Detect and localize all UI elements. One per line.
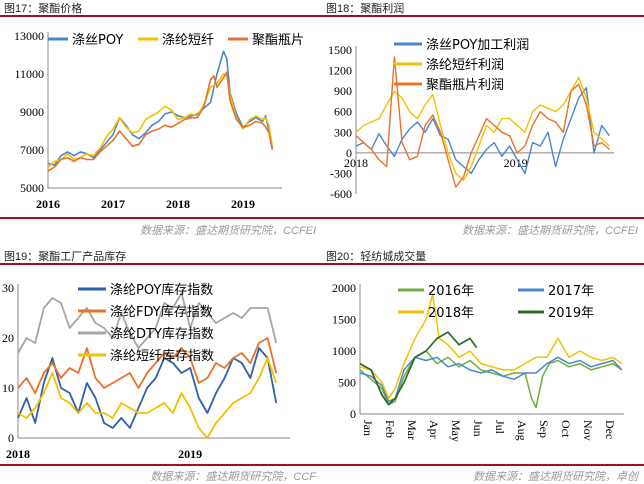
panel-title: 图17：聚酯价格 [4,3,83,15]
legend-label: 聚酯瓶片利润 [426,78,504,93]
legend-label: 2016年 [428,284,474,299]
y-tick-label: 900 [334,84,352,98]
series-line [47,71,274,172]
legend: 涤丝POY 涤纶短纤 聚酯瓶片 [48,33,304,48]
y-tick-label: 500 [338,376,356,390]
legend-label: 涤丝POY [72,33,123,48]
y-tick-label: 0 [8,431,14,445]
legend-label: 聚酯瓶片 [252,33,304,48]
legend-label: 涤纶POY库存指数 [110,282,213,298]
x-tick-label: May [449,420,463,442]
legend-label: 涤丝POY加工利润 [426,38,529,53]
y-tick-label: 300 [334,125,352,139]
source-rule [0,217,322,219]
chart-factory-inventory: 30 20 10 0 2018 2019 涤纶POY库存指数涤纶FDY库存指数涤纶DTY库存… [2,281,290,461]
panel-polyester-price: 图17：聚酯价格 13000 11000 9000 7000 5000 2016 2017 2… [0,0,322,241]
x-tick-label: 2018 [6,447,30,461]
x-tick-label: Sep [537,420,551,438]
data-source: 数据来源：盛达期货研究院，CCFEI [140,225,316,237]
title-rule [0,15,322,17]
legend-label: 涤纶短纤利润 [426,58,504,73]
legend-label: 2019年 [548,306,594,321]
legend: 2016年 2017年 2018年 2019年 [398,284,594,321]
y-tick-label: 1500 [332,313,356,327]
panel-title: 图19：聚酯工厂产品库存 [4,251,127,263]
panel-textile-city-volume: 图20：轻纺城成交量 2000 1500 1000 500 0 Jan Feb Mar Apr M… [322,248,644,483]
x-tick-label: Oct [559,420,573,438]
series-line [17,292,278,354]
x-tick-label: Jul [493,420,507,435]
series-line [359,293,623,400]
title-rule [0,263,322,265]
legend-label: 2018年 [428,306,474,321]
series-line [47,73,274,168]
y-tick-label: 1000 [332,344,356,358]
series-line [47,50,274,166]
y-tick-label: 11000 [14,67,44,81]
panel-factory-inventory: 图19：聚酯工厂产品库存 30 20 10 0 2018 2019 涤纶POY库存指数 涤纶F… [0,248,322,483]
x-tick-label: Jan [361,420,375,436]
x-tick-label: 2018 [166,197,190,211]
y-tick-label: 1500 [328,43,352,57]
x-tick-label: Mar [405,420,419,440]
source-rule [322,217,644,219]
title-rule [322,263,644,265]
y-tick-label: 9000 [20,105,44,119]
series-line [355,56,610,188]
source-rule [0,464,322,466]
y-tick-label: -300 [330,166,352,180]
y-tick-label: 10 [2,381,14,395]
y-tick-label: 7000 [20,143,44,157]
x-tick-label: Apr [427,420,441,439]
y-tick-label: 0 [350,407,356,421]
y-tick-label: -600 [330,187,352,201]
legend-label: 涤纶短纤 [162,33,214,48]
source-rule [322,464,644,466]
y-tick-label: 2000 [332,281,356,295]
x-tick-label: 2016 [36,197,60,211]
series-line [17,337,278,394]
y-tick-label: 0 [346,146,352,160]
x-tick-label: Dec [603,420,617,439]
data-source: 数据来源：盛达期货研究院，卓创 [473,471,638,483]
panel-polyester-profit: 图18：聚酯利润 1500 1200 900 600 300 0 -300 -600 2018 2… [322,0,644,241]
legend-label: 2017年 [548,284,594,299]
series-line [359,356,623,403]
data-source: 数据来源：盛达期货研究院，CCF [150,471,316,483]
y-tick-label: 1200 [328,64,352,78]
x-tick-label: 2018 [344,156,368,170]
series-line [355,86,610,175]
y-tick-label: 20 [2,331,14,345]
x-tick-label: Feb [383,420,397,438]
x-tick-label: Nov [581,420,595,441]
series-line [359,331,478,406]
x-tick-label: Aug [515,420,529,441]
y-tick-label: 5000 [20,181,44,195]
data-source: 数据来源：盛达期货研究院，CCFEI [462,225,638,237]
series-line [17,357,278,439]
x-tick-label: 2019 [231,197,255,211]
x-tick-label: 2019 [178,447,202,461]
legend-label: 涤纶短纤库存指数 [110,348,214,364]
x-tick-label: 2017 [101,197,125,211]
panel-title: 图20：轻纺城成交量 [326,251,427,263]
title-rule [322,15,644,17]
chart-polyester-price: 13000 11000 9000 7000 5000 2016 2017 2018 2019 涤丝… [14,29,304,211]
panel-title: 图18：聚酯利润 [326,3,405,15]
y-tick-label: 600 [334,105,352,119]
y-tick-label: 30 [2,281,14,295]
chart-textile-city-volume: 2000 1500 1000 500 0 Jan Feb Mar Apr May Jun Jul Aug… [332,281,624,442]
legend-label: 涤纶DTY库存指数 [110,326,214,342]
legend-label: 涤纶FDY库存指数 [110,304,213,320]
y-tick-label: 13000 [14,29,44,43]
x-tick-label: Jun [471,420,485,437]
